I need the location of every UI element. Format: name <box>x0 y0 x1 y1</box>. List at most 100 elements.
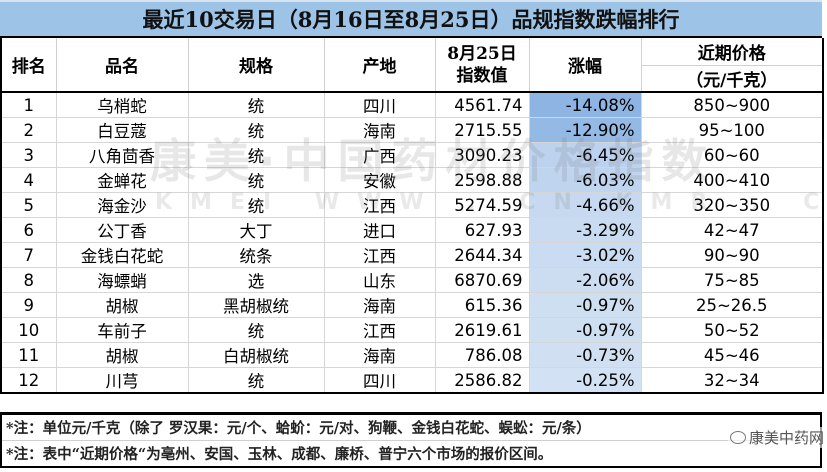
cell-origin: 江西 <box>324 192 436 218</box>
cell-spec: 白胡椒统 <box>188 342 325 368</box>
cell-origin: 四川 <box>324 367 436 394</box>
cell-rank: 2 <box>0 117 57 143</box>
table-row: 9 胡椒 黑胡椒统 海南 615.36 -0.97% 25~26.5 <box>0 292 824 318</box>
cell-origin: 海南 <box>324 292 436 318</box>
table-row: 6 公丁香 大丁 进口 627.93 -3.29% 42~47 <box>0 217 824 243</box>
table-row: 12 川芎统四川 2586.82 -0.25% 32~34 <box>0 367 824 394</box>
cell-change: -0.97% <box>529 292 642 318</box>
table-body: 1 乌梢蛇统四川 4561.74 -14.08% 850~900 2 白豆蔻统海南 2715.… <box>0 92 824 394</box>
cell-price: 320~350 <box>641 192 824 218</box>
cell-spec: 选 <box>188 267 325 293</box>
note-unit: *注：单位元/千克（除了 罗汉果：元/个、蛤蚧：元/对、狗鞭、金钱白花蛇、蜈蚣：… <box>6 420 591 437</box>
cell-change: -3.29% <box>529 217 642 243</box>
col-change: 涨幅 <box>529 38 642 93</box>
cell-index: 2598.88 <box>435 167 530 193</box>
cell-index: 2619.61 <box>435 317 530 343</box>
col-name: 品名 <box>56 38 189 93</box>
cell-name: 胡椒 <box>56 292 189 318</box>
table-row: 2 白豆蔻统海南 2715.55 -12.90% 95~100 <box>0 117 824 143</box>
col-spec: 规格 <box>188 38 325 93</box>
note-price-source: *注：表中“近期价格“为亳州、安国、玉林、成都、廉桥、普宁六个市场的报价区间。 <box>2 440 820 466</box>
cell-origin: 安徽 <box>324 167 436 193</box>
cell-name: 海螵蛸 <box>56 267 189 293</box>
table-row: 11 胡椒 白胡椒统 海南 786.08 -0.73% 45~46 <box>0 342 824 368</box>
header-row: 排名 品名 规格 产地 8月25日 指数值 涨幅 近期价格 （元/千克） <box>0 38 824 93</box>
cell-spec: 统 <box>188 117 325 143</box>
cell-spec: 统 <box>188 142 325 168</box>
cell-change: -6.45% <box>529 142 642 168</box>
cell-name: 八角茴香 <box>56 142 189 168</box>
col-price-line1: 近期价格 <box>641 38 821 66</box>
col-price-line2: （元/千克） <box>686 71 778 91</box>
cell-rank: 10 <box>0 317 57 343</box>
cell-index: 2715.55 <box>435 117 530 143</box>
cell-index: 2644.34 <box>435 242 530 268</box>
cell-index: 6870.69 <box>435 267 530 293</box>
cell-name: 金钱白花蛇 <box>56 242 189 268</box>
cell-spec: 统 <box>188 192 325 218</box>
cell-origin: 广西 <box>324 142 436 168</box>
table-row: 10 车前子统江西 2619.61 -0.97% 50~52 <box>0 317 824 343</box>
col-index-line1: 8月25日 <box>447 43 517 64</box>
cell-name: 车前子 <box>56 317 189 343</box>
col-index-line2: 指数值 <box>456 65 508 86</box>
cell-index: 627.93 <box>435 217 530 243</box>
cell-spec: 统 <box>188 367 325 394</box>
cell-change: -0.97% <box>529 317 642 343</box>
wechat-icon <box>730 431 746 444</box>
table-row: 3 八角茴香统广西 3090.23 -6.45% 60~60 <box>0 142 824 168</box>
cell-index: 4561.74 <box>435 92 530 118</box>
cell-rank: 11 <box>0 342 57 368</box>
cell-origin: 江西 <box>324 242 436 268</box>
cell-change: -0.25% <box>529 367 642 394</box>
brand-badge: 康美中药网 <box>728 427 827 448</box>
table-title: 最近10交易日（8月16日至8月25日）品规指数跌幅排行 <box>0 0 822 38</box>
table-row: 8 海螵蛸选山东 6870.69 -2.06% 75~85 <box>0 267 824 293</box>
ranking-sheet: 最近10交易日（8月16日至8月25日）品规指数跌幅排行 排名 品名 规格 产地… <box>0 0 827 394</box>
cell-rank: 5 <box>0 192 57 218</box>
cell-index: 5274.59 <box>435 192 530 218</box>
table-row: 1 乌梢蛇统四川 4561.74 -14.08% 850~900 <box>0 92 824 118</box>
cell-index: 615.36 <box>435 292 530 318</box>
cell-name: 公丁香 <box>56 217 189 243</box>
cell-rank: 6 <box>0 217 57 243</box>
cell-rank: 9 <box>0 292 57 318</box>
cell-price: 90~90 <box>641 242 824 268</box>
table-row: 7 金钱白花蛇 统条 江西 2644.34 -3.02% 90~90 <box>0 242 824 268</box>
cell-rank: 12 <box>0 367 57 394</box>
cell-price: 75~85 <box>641 267 824 293</box>
cell-spec: 统 <box>188 92 325 118</box>
cell-rank: 7 <box>0 242 57 268</box>
cell-price: 400~410 <box>641 167 824 193</box>
cell-index: 786.08 <box>435 342 530 368</box>
cell-name: 乌梢蛇 <box>56 92 189 118</box>
col-price: 近期价格 （元/千克） <box>641 38 824 93</box>
cell-origin: 山东 <box>324 267 436 293</box>
cell-price: 42~47 <box>641 217 824 243</box>
cell-rank: 8 <box>0 267 57 293</box>
cell-name: 海金沙 <box>56 192 189 218</box>
cell-change: -14.08% <box>529 92 642 118</box>
cell-index: 3090.23 <box>435 142 530 168</box>
cell-spec: 统 <box>188 317 325 343</box>
cell-spec: 黑胡椒统 <box>188 292 325 318</box>
cell-name: 金蝉花 <box>56 167 189 193</box>
cell-rank: 4 <box>0 167 57 193</box>
cell-change: -12.90% <box>529 117 642 143</box>
brand-label: 康美中药网 <box>749 429 825 447</box>
notes-box: *注：单位元/千克（除了 罗汉果：元/个、蛤蚧：元/对、狗鞭、金钱白花蛇、蜈蚣：… <box>0 412 822 468</box>
cell-index: 2586.82 <box>435 367 530 394</box>
cell-change: -2.06% <box>529 267 642 293</box>
cell-origin: 海南 <box>324 117 436 143</box>
cell-change: -3.02% <box>529 242 642 268</box>
cell-rank: 1 <box>0 92 57 118</box>
cell-origin: 四川 <box>324 92 436 118</box>
cell-name: 胡椒 <box>56 342 189 368</box>
ranking-table: 排名 品名 规格 产地 8月25日 指数值 涨幅 近期价格 （元/千克） 1 乌梢… <box>0 38 824 394</box>
cell-price: 32~34 <box>641 367 824 394</box>
cell-price: 95~100 <box>641 117 824 143</box>
cell-change: -4.66% <box>529 192 642 218</box>
cell-origin: 进口 <box>324 217 436 243</box>
cell-spec: 大丁 <box>188 217 325 243</box>
col-rank: 排名 <box>0 38 57 93</box>
